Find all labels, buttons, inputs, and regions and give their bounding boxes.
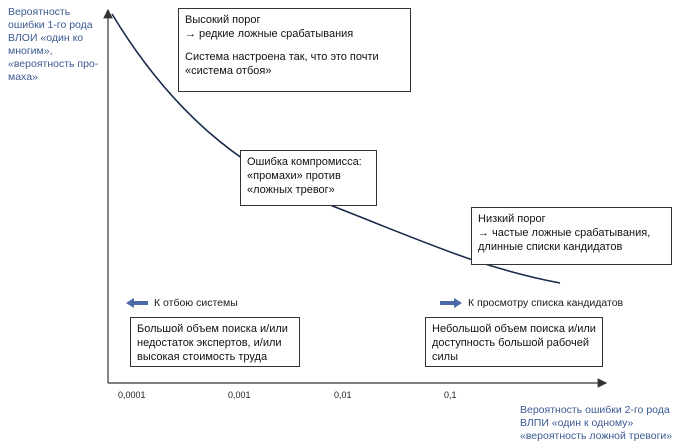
box-text: → частые ложные срабатывания,	[478, 227, 651, 239]
y-axis-label: Вероятность ошибки 1-го рода ВЛОИ «один …	[8, 6, 108, 84]
left-conditions-box: Большой объем поиска и/или недостаток эк…	[130, 317, 300, 367]
y-axis-label-line: ВЛОИ «один ко	[8, 32, 84, 44]
box-text: длинные списки кандидатов	[478, 241, 623, 253]
y-axis-label-line: ошибки 1-го рода	[8, 19, 93, 31]
direction-left-label: К отбою системы	[154, 297, 238, 309]
x-tick-label: 0,01	[334, 390, 352, 400]
box-text: «ложных тревог»	[247, 184, 335, 196]
y-axis-label-line: многим»,	[8, 45, 53, 57]
x-axis-label: Вероятность ошибки 2-го рода ВЛПИ «один …	[520, 404, 692, 443]
box-text: Низкий порог	[478, 213, 546, 225]
x-tick-label: 0,0001	[118, 390, 146, 400]
box-text: Ошибка компромисса:	[247, 156, 362, 168]
box-text: Высокий порог	[185, 14, 261, 26]
right-conditions-box: Небольшой объем поиска и/или доступность…	[425, 317, 603, 367]
right-arrow-icon	[440, 298, 462, 308]
box-text: Большой объем поиска и/или	[137, 323, 288, 335]
x-tick-label: 0,1	[444, 390, 457, 400]
low-threshold-box: Низкий порог → частые ложные срабатывани…	[471, 207, 672, 265]
x-axis-label-line: «вероятность ложной тревоги»	[520, 430, 673, 442]
x-tick-label: 0,001	[228, 390, 251, 400]
direction-left: К отбою системы	[126, 297, 238, 309]
direction-right: К просмотру списка кандидатов	[440, 297, 623, 309]
x-axis-label-line: ВЛПИ «один к одному»	[520, 417, 634, 429]
box-text: Небольшой объем поиска и/или	[432, 323, 596, 335]
y-axis-label-line: маха»	[8, 71, 38, 83]
high-threshold-box: Высокий порог → редкие ложные срабатыван…	[178, 8, 411, 92]
left-arrow-icon	[126, 298, 148, 308]
box-text: → редкие ложные срабатывания	[185, 28, 354, 40]
box-text: недостаток экспертов, и/или	[137, 337, 282, 349]
box-text: «промахи» против	[247, 170, 341, 182]
box-text: «система отбоя»	[185, 65, 272, 77]
y-axis-label-line: «вероятность про-	[8, 58, 99, 70]
box-text: силы	[432, 351, 458, 363]
y-axis-label-line: Вероятность	[8, 6, 71, 18]
box-text: высокая стоимость труда	[137, 351, 268, 363]
box-text: Система настроена так, что это почти	[185, 51, 379, 63]
compromise-box: Ошибка компромисса: «промахи» против «ло…	[240, 150, 377, 206]
direction-right-label: К просмотру списка кандидатов	[468, 297, 624, 309]
x-axis-label-line: Вероятность ошибки 2-го рода	[520, 404, 670, 416]
box-text: доступность большой рабочей	[432, 337, 590, 349]
